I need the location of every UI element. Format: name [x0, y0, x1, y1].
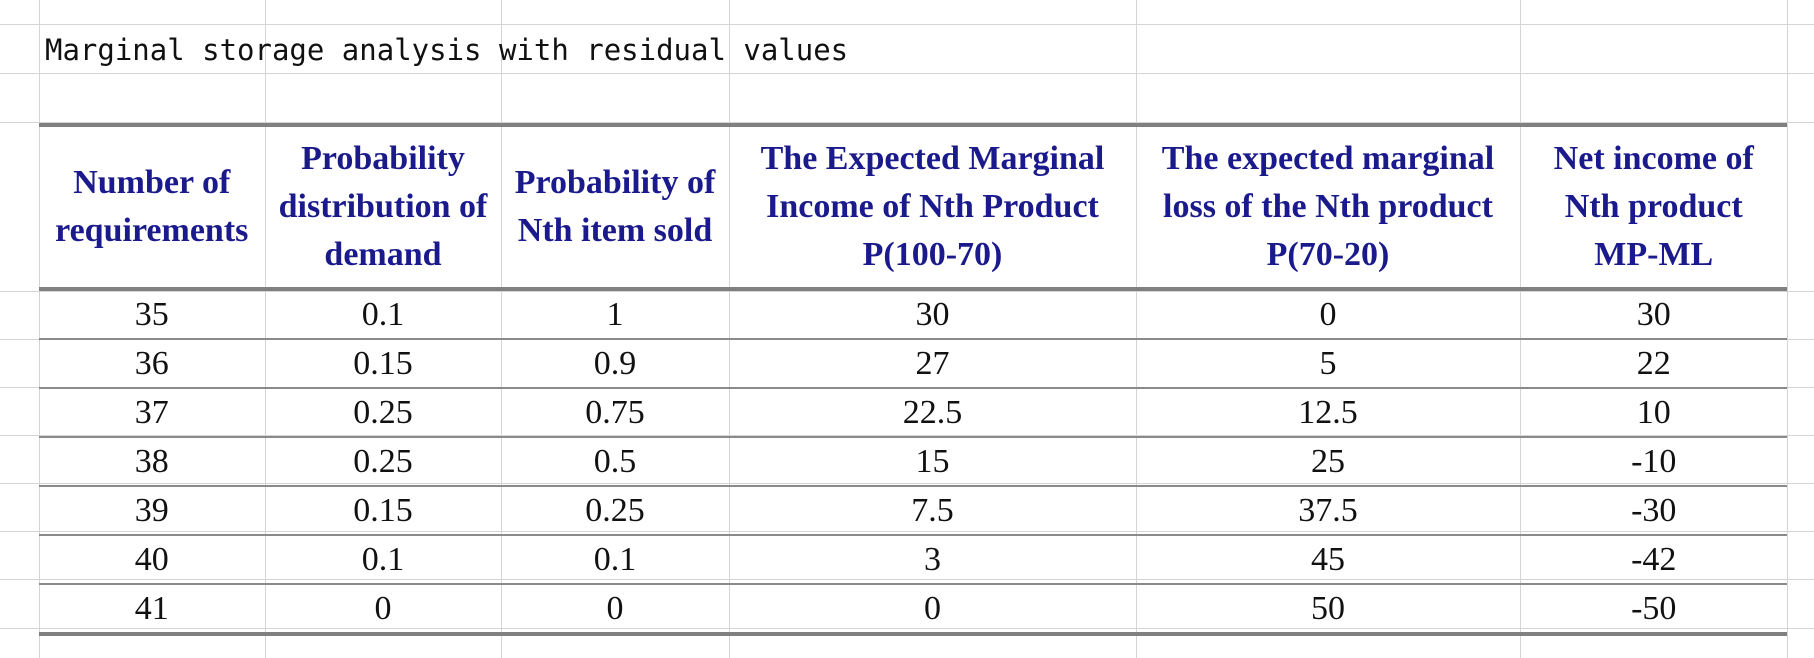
table-cell[interactable]: -10 — [1519, 437, 1787, 487]
table-row: 39 0.15 0.25 7.5 37.5 -30 — [39, 486, 1787, 536]
header-probability-nth-sold[interactable]: Probability of Nth item sold — [500, 123, 730, 291]
header-line: Nth item sold — [517, 212, 713, 249]
table-cell[interactable]: 37 — [39, 388, 266, 438]
table-cell[interactable]: 0 — [500, 584, 730, 636]
header-line: The Expected Marginal — [760, 140, 1105, 177]
header-line: Probability — [301, 140, 465, 177]
table-cell[interactable]: 0.9 — [500, 339, 730, 389]
table-row: 38 0.25 0.5 15 25 -10 — [39, 437, 1787, 487]
table-cell[interactable]: 0.5 — [500, 437, 730, 487]
table-cell[interactable]: 22.5 — [728, 388, 1137, 438]
table-cell[interactable]: 41 — [39, 584, 266, 636]
header-line: Net income of — [1553, 140, 1754, 177]
table-row: 40 0.1 0.1 3 45 -42 — [39, 535, 1787, 585]
header-line: distribution of — [278, 188, 488, 225]
header-line: The expected marginal — [1161, 140, 1495, 177]
header-line: Number of — [73, 164, 231, 201]
table-cell[interactable]: -30 — [1519, 486, 1787, 536]
table-cell[interactable]: 0.1 — [500, 535, 730, 585]
table-cell[interactable]: 15 — [728, 437, 1137, 487]
table-cell[interactable]: 27 — [728, 339, 1137, 389]
table-cell[interactable]: 0 — [728, 584, 1137, 636]
table-cell[interactable]: 45 — [1135, 535, 1521, 585]
sheet-title[interactable]: Marginal storage analysis with residual … — [45, 33, 849, 67]
table-cell[interactable]: 35 — [39, 289, 266, 340]
table-cell[interactable]: 5 — [1135, 339, 1521, 389]
marginal-analysis-table: Number of requirements Probability distrib… — [39, 123, 1787, 636]
header-probability-distribution[interactable]: Probability distribution of demand — [264, 123, 502, 291]
table-cell[interactable]: 0.15 — [264, 486, 502, 536]
table-cell[interactable]: 10 — [1519, 388, 1787, 438]
table-cell[interactable]: 0.25 — [264, 437, 502, 487]
table-cell[interactable]: 0.75 — [500, 388, 730, 438]
table-cell[interactable]: 3 — [728, 535, 1137, 585]
table-row: 41 0 0 0 50 -50 — [39, 584, 1787, 636]
header-expected-marginal-income[interactable]: The Expected Marginal Income of Nth Produ… — [728, 123, 1137, 291]
header-number-of-requirements[interactable]: Number of requirements — [39, 123, 266, 291]
table-cell[interactable]: 0.1 — [264, 535, 502, 585]
table-cell[interactable]: 25 — [1135, 437, 1521, 487]
header-line: P(100-70) — [862, 236, 1003, 273]
table-cell[interactable]: 1 — [500, 289, 730, 340]
table-cell[interactable]: 39 — [39, 486, 266, 536]
table-cell[interactable]: 30 — [1519, 289, 1787, 340]
table-cell[interactable]: 0.25 — [500, 486, 730, 536]
header-expected-marginal-loss[interactable]: The expected marginal loss of the Nth pro… — [1135, 123, 1521, 291]
table-row: 37 0.25 0.75 22.5 12.5 10 — [39, 388, 1787, 438]
table-cell[interactable]: 0.1 — [264, 289, 502, 340]
table-cell[interactable]: 40 — [39, 535, 266, 585]
header-net-income[interactable]: Net income of Nth product MP-ML — [1519, 123, 1787, 291]
header-line: Income of Nth Product — [766, 188, 1099, 225]
table-cell[interactable]: 37.5 — [1135, 486, 1521, 536]
table-cell[interactable]: 0.15 — [264, 339, 502, 389]
header-line: Nth product — [1564, 188, 1743, 225]
header-line: requirements — [55, 212, 249, 249]
header-line: demand — [324, 236, 442, 273]
table-cell[interactable]: 38 — [39, 437, 266, 487]
header-line: MP-ML — [1594, 236, 1714, 273]
table-cell[interactable]: 30 — [728, 289, 1137, 340]
table-cell[interactable]: 36 — [39, 339, 266, 389]
table-row: 35 0.1 1 30 0 30 — [39, 289, 1787, 340]
table-cell[interactable]: 22 — [1519, 339, 1787, 389]
header-row: Number of requirements Probability distrib… — [39, 123, 1787, 291]
header-line: Probability of — [514, 164, 716, 201]
table-cell[interactable]: 0 — [264, 584, 502, 636]
header-line: P(70-20) — [1266, 236, 1390, 273]
header-line: loss of the Nth product — [1163, 188, 1493, 225]
table-cell[interactable]: 12.5 — [1135, 388, 1521, 438]
table-cell[interactable]: 0.25 — [264, 388, 502, 438]
table-cell[interactable]: -42 — [1519, 535, 1787, 585]
table-row: 36 0.15 0.9 27 5 22 — [39, 339, 1787, 389]
table-cell[interactable]: 0 — [1135, 289, 1521, 340]
table-cell[interactable]: 7.5 — [728, 486, 1137, 536]
table-cell[interactable]: 50 — [1135, 584, 1521, 636]
table-cell[interactable]: -50 — [1519, 584, 1787, 636]
